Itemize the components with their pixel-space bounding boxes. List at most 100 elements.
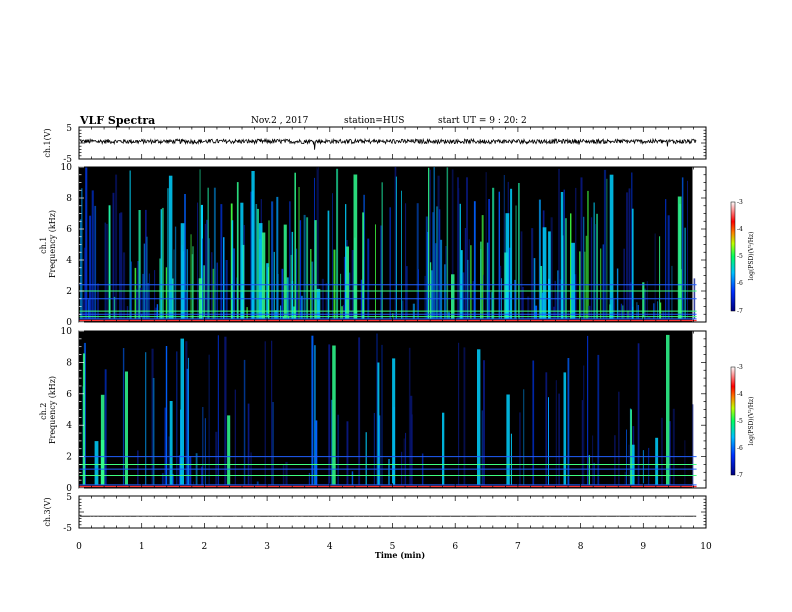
ch1-cbar-tick-3: -6 bbox=[737, 280, 743, 287]
spectral-streak bbox=[185, 341, 188, 485]
spectral-streak bbox=[522, 286, 524, 319]
spectral-streak bbox=[637, 305, 639, 319]
spectral-streak bbox=[583, 216, 585, 319]
spectral-streak bbox=[468, 239, 470, 319]
spectral-burst bbox=[392, 358, 396, 485]
spectral-streak bbox=[106, 223, 108, 319]
spectral-streak bbox=[681, 177, 684, 319]
spectral-streak bbox=[315, 420, 318, 485]
spectral-streak bbox=[566, 316, 568, 319]
spectral-streak bbox=[644, 288, 646, 319]
ch2-cbar-tick-3: -6 bbox=[737, 445, 743, 452]
spectral-streak bbox=[533, 258, 536, 319]
spectral-streak bbox=[446, 167, 449, 319]
spectral-streak bbox=[342, 304, 345, 319]
spectral-streak bbox=[82, 298, 84, 319]
spectral-streak bbox=[438, 209, 441, 319]
spectral-burst bbox=[480, 241, 482, 319]
spectral-burst bbox=[125, 371, 128, 485]
spectral-burst bbox=[332, 345, 336, 485]
spectral-streak bbox=[94, 205, 97, 319]
ytick-label: 8 bbox=[66, 358, 72, 368]
spectral-burst bbox=[345, 246, 349, 319]
ytick-label: 4 bbox=[66, 256, 72, 266]
spectral-streak bbox=[246, 307, 248, 319]
spectral-streak bbox=[286, 277, 289, 319]
ch2-cbar-label: log(PSD)(V²/Hz) bbox=[748, 397, 755, 446]
spectral-streak bbox=[627, 310, 630, 319]
spectral-streak bbox=[243, 225, 245, 319]
spectral-streak bbox=[434, 243, 437, 319]
xtick-label: 10 bbox=[700, 542, 712, 552]
spectral-streak bbox=[488, 199, 490, 319]
spectral-streak bbox=[206, 219, 209, 319]
ytick-label: 0 bbox=[66, 484, 72, 494]
spectral-streak bbox=[336, 168, 339, 319]
spectral-streak bbox=[654, 233, 656, 319]
spectral-burst bbox=[82, 353, 85, 485]
spectral-streak bbox=[225, 260, 228, 319]
spectral-streak bbox=[436, 206, 439, 319]
spectral-streak bbox=[389, 207, 391, 319]
spectral-streak bbox=[139, 287, 142, 319]
spectral-streak bbox=[119, 213, 121, 319]
spectral-streak bbox=[256, 208, 259, 319]
ch1-colorbar: -3 -4 -5 -6 -7 log(PSD)(V²/Hz) bbox=[730, 199, 755, 315]
spectral-burst bbox=[168, 175, 173, 319]
spectral-streak bbox=[202, 238, 204, 319]
spectral-streak bbox=[687, 180, 688, 319]
ytick-label: 4 bbox=[66, 421, 72, 431]
spectral-streak bbox=[151, 348, 154, 485]
spectral-streak bbox=[440, 239, 443, 319]
spectral-streak bbox=[614, 435, 616, 485]
spectral-streak bbox=[330, 399, 333, 485]
spectral-streak bbox=[104, 369, 107, 485]
spectral-streak bbox=[126, 306, 129, 319]
spectral-streak bbox=[557, 270, 560, 319]
spectral-streak bbox=[199, 169, 201, 319]
spectral-streak bbox=[648, 447, 650, 485]
spectral-streak bbox=[492, 187, 495, 319]
spectral-streak bbox=[164, 407, 167, 485]
spectral-streak bbox=[207, 187, 209, 319]
spectral-streak bbox=[445, 246, 447, 319]
station-label: station=HUS bbox=[344, 116, 404, 126]
spectral-streak bbox=[143, 243, 146, 319]
spectral-burst bbox=[314, 220, 317, 319]
spectral-streak bbox=[622, 305, 624, 319]
spectral-streak bbox=[481, 410, 483, 485]
spectral-burst bbox=[327, 210, 330, 319]
spectral-streak bbox=[96, 283, 99, 319]
spectral-burst bbox=[451, 274, 455, 319]
waveform-trace bbox=[79, 137, 697, 150]
spectral-streak bbox=[553, 306, 555, 319]
spectral-burst bbox=[477, 349, 481, 485]
xtick-label: 8 bbox=[578, 542, 584, 552]
spectral-streak bbox=[297, 284, 299, 319]
spectral-streak bbox=[405, 203, 407, 319]
spectral-streak bbox=[163, 316, 165, 319]
spectral-streak bbox=[472, 281, 475, 319]
spectral-streak bbox=[567, 310, 570, 319]
spectral-streak bbox=[564, 218, 567, 319]
ch2-cbar-tick-4: -7 bbox=[737, 472, 743, 479]
spectral-streak bbox=[458, 188, 460, 319]
spectral-streak bbox=[80, 219, 82, 319]
spectral-streak bbox=[311, 335, 314, 485]
spectral-streak bbox=[437, 175, 440, 319]
xtick-label: 2 bbox=[202, 542, 208, 552]
ch3-ytick-top: 5 bbox=[66, 493, 72, 503]
spectral-streak bbox=[509, 247, 511, 319]
spectral-streak bbox=[466, 177, 468, 319]
spectral-streak bbox=[406, 266, 408, 319]
spectral-streak bbox=[425, 216, 428, 319]
spectral-streak bbox=[381, 182, 383, 319]
spectral-streak bbox=[316, 167, 319, 319]
spectral-streak bbox=[134, 267, 137, 319]
spectral-streak bbox=[503, 175, 505, 319]
spectral-streak bbox=[554, 280, 556, 319]
spectral-streak bbox=[200, 204, 203, 319]
spectral-streak bbox=[289, 201, 291, 319]
spectral-streak bbox=[532, 360, 535, 485]
spectral-burst bbox=[630, 409, 632, 485]
